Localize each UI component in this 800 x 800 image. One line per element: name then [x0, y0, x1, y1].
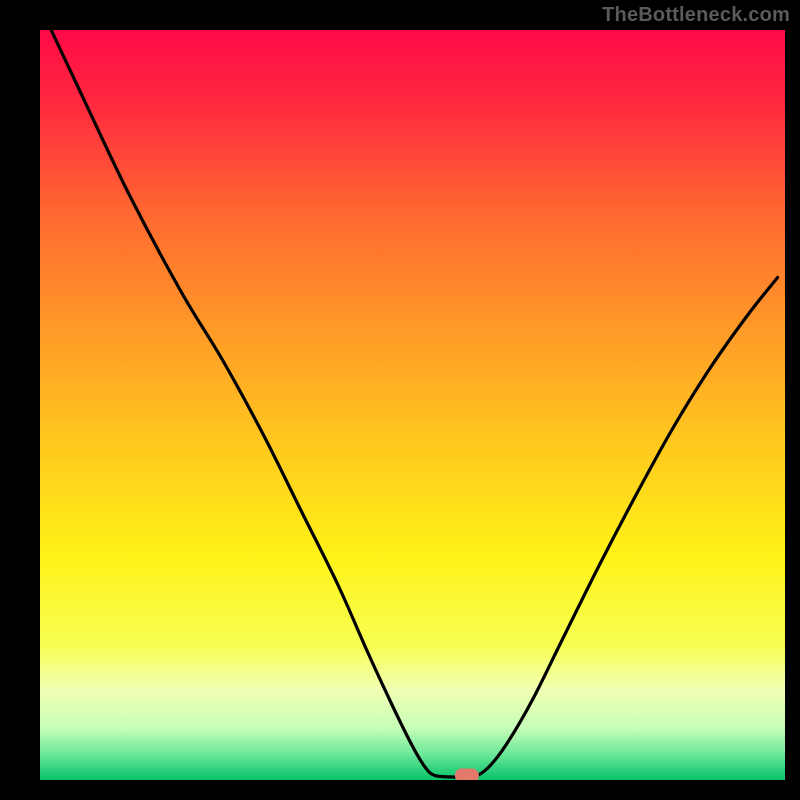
bottleneck-chart [0, 0, 800, 800]
plot-area [40, 30, 785, 783]
gradient-background [40, 30, 785, 780]
watermark-text: TheBottleneck.com [602, 4, 790, 27]
chart-frame: TheBottleneck.com [0, 0, 800, 800]
